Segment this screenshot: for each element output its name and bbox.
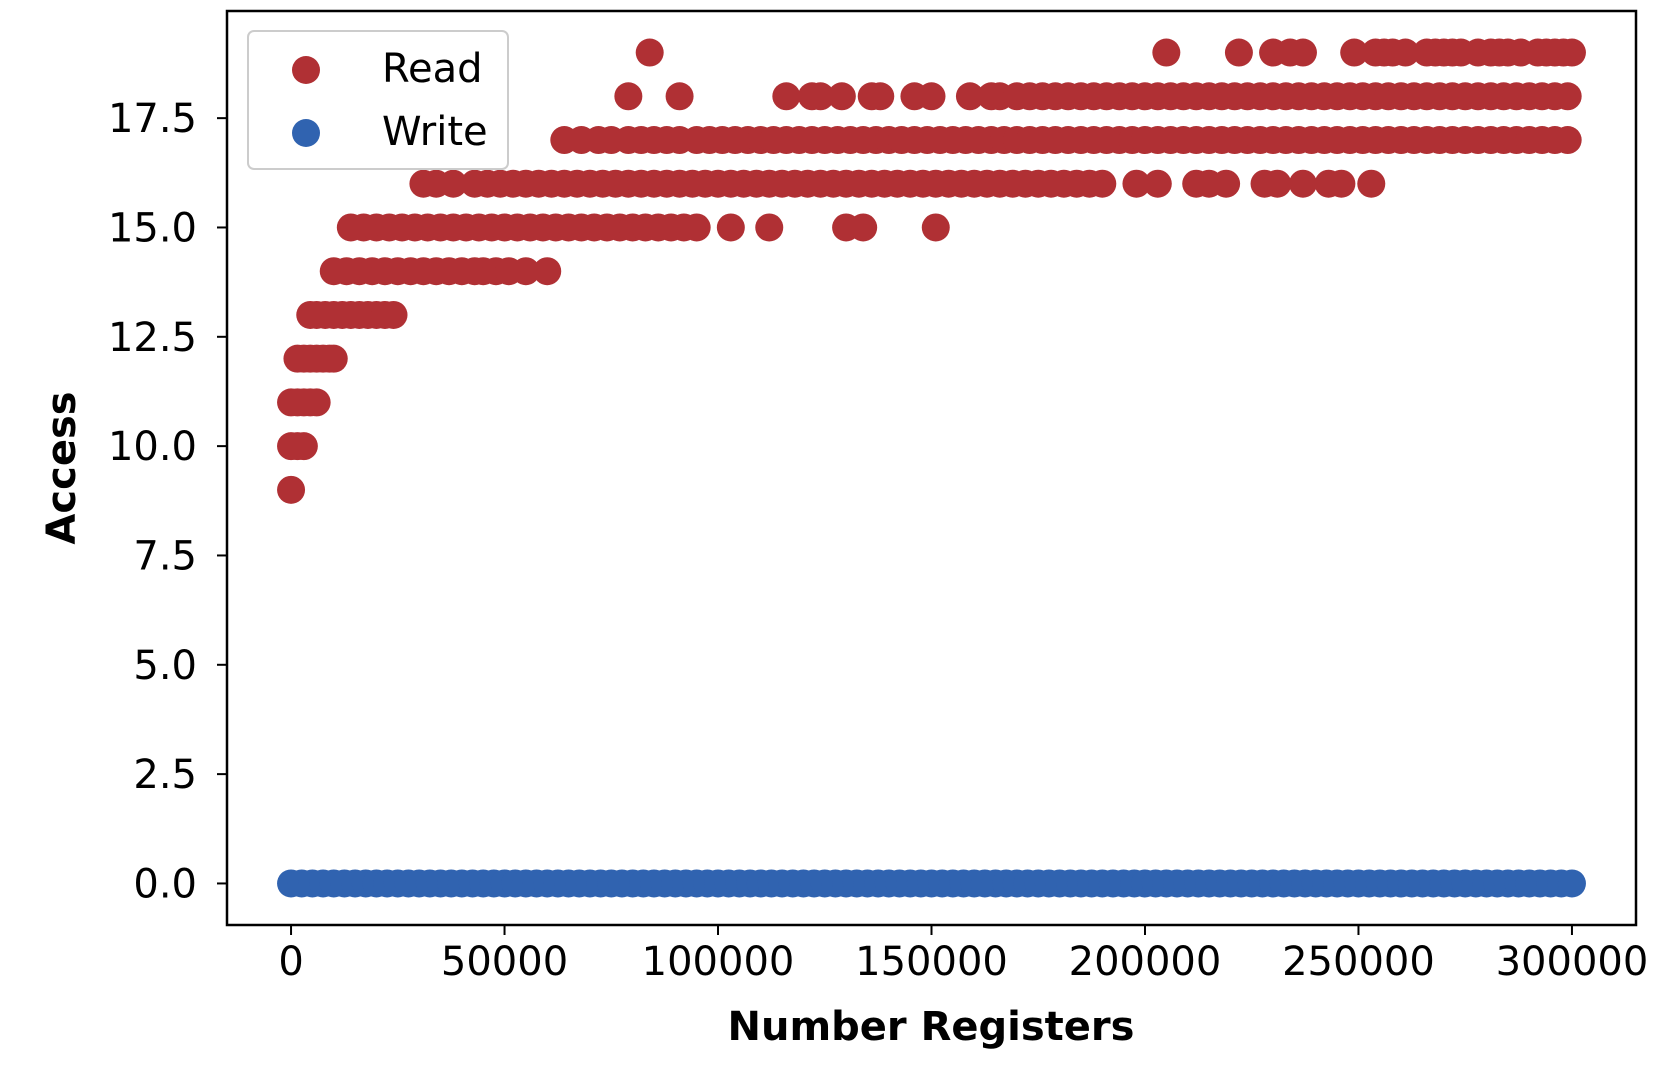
read-point xyxy=(1288,169,1317,198)
read-point xyxy=(665,82,694,111)
x-tick-label: 100000 xyxy=(642,939,795,985)
read-point xyxy=(1340,38,1369,67)
read-point xyxy=(849,213,878,242)
read-point xyxy=(1143,169,1172,198)
legend-read-marker xyxy=(292,56,320,84)
read-point xyxy=(289,432,318,461)
legend-write-label: Write xyxy=(382,109,488,155)
y-tick-label: 2.5 xyxy=(133,752,197,798)
read-point xyxy=(917,82,946,111)
read-point xyxy=(439,169,468,198)
read-point xyxy=(1122,169,1151,198)
read-point xyxy=(1088,169,1117,198)
read-point xyxy=(755,213,784,242)
y-tick-label: 17.5 xyxy=(108,96,197,142)
y-tick-label: 15.0 xyxy=(108,205,197,251)
read-point xyxy=(1553,82,1582,111)
y-axis-title: Access xyxy=(39,391,85,544)
write-point xyxy=(1557,869,1586,898)
read-point xyxy=(682,213,711,242)
read-series xyxy=(277,38,1586,504)
read-point xyxy=(319,344,348,373)
read-point xyxy=(614,82,643,111)
read-point xyxy=(302,388,331,417)
x-axis-ticks: 0 50000 100000 150000 200000 250000 300000 xyxy=(278,925,1648,985)
y-tick-label: 0.0 xyxy=(133,861,197,907)
read-point xyxy=(866,82,895,111)
read-point xyxy=(1557,38,1586,67)
y-tick-label: 12.5 xyxy=(108,315,197,361)
x-tick-label: 250000 xyxy=(1282,939,1435,985)
read-point xyxy=(772,82,801,111)
read-point xyxy=(1553,126,1582,155)
x-axis-title: Number Registers xyxy=(728,1004,1135,1050)
write-series xyxy=(277,869,1586,898)
x-tick-label: 300000 xyxy=(1496,939,1649,985)
y-tick-label: 10.0 xyxy=(108,424,197,470)
y-axis-ticks: 0.0 2.5 5.0 7.5 10.0 12.5 15.0 17.5 xyxy=(108,96,227,907)
read-point xyxy=(511,257,540,286)
x-tick-label: 50000 xyxy=(441,939,568,985)
read-point xyxy=(1357,169,1386,198)
read-point xyxy=(635,38,664,67)
x-tick-label: 150000 xyxy=(855,939,1008,985)
read-point xyxy=(533,257,562,286)
read-point xyxy=(277,475,306,504)
read-point xyxy=(955,82,984,111)
y-tick-label: 7.5 xyxy=(133,533,197,579)
read-point xyxy=(827,82,856,111)
read-point xyxy=(379,300,408,329)
legend-read-label: Read xyxy=(382,46,483,92)
legend: Read Write xyxy=(247,30,509,170)
read-point xyxy=(1288,38,1317,67)
x-tick-label: 0 xyxy=(278,939,303,985)
legend-write-marker xyxy=(292,119,320,147)
read-point xyxy=(806,82,835,111)
y-tick-label: 5.0 xyxy=(133,643,197,689)
read-point xyxy=(716,213,745,242)
read-point xyxy=(921,213,950,242)
read-point xyxy=(1212,169,1241,198)
read-point xyxy=(1152,38,1181,67)
x-tick-label: 200000 xyxy=(1069,939,1222,985)
read-point xyxy=(1224,38,1253,67)
read-point xyxy=(1263,169,1292,198)
read-point xyxy=(1327,169,1356,198)
read-point xyxy=(1391,38,1420,67)
